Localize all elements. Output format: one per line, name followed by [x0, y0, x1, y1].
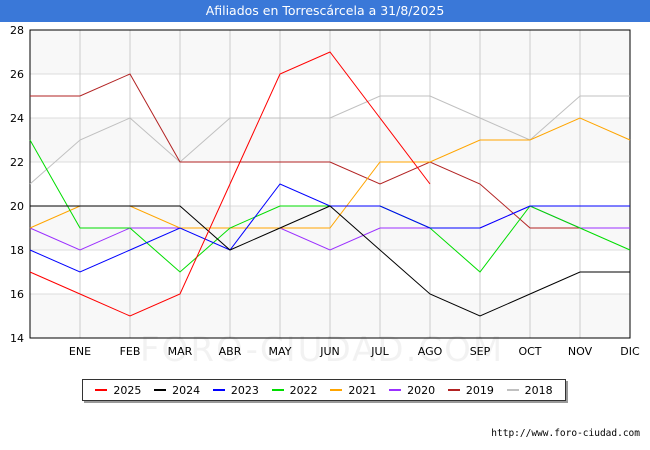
chart-title: Afiliados en Torrescárcela a 31/8/2025	[0, 0, 650, 22]
legend-item-2024: 2024	[154, 384, 200, 397]
footer-url[interactable]: http://www.foro-ciudad.com	[491, 428, 640, 439]
legend-item-2020: 2020	[389, 384, 435, 397]
x-tick-label: ENE	[69, 345, 91, 358]
y-tick-label: 22	[10, 156, 24, 169]
legend-label: 2019	[465, 383, 494, 397]
legend-label: 2023	[230, 383, 259, 397]
legend-label: 2021	[348, 383, 377, 397]
x-tick-label: FEB	[120, 345, 141, 358]
legend-item-2025: 2025	[95, 384, 141, 397]
legend-swatch	[389, 389, 402, 391]
x-tick-label: MAY	[269, 345, 292, 358]
legend-label: 2018	[524, 383, 553, 397]
watermark: FORO-CIUDAD.COM	[140, 330, 505, 370]
legend-item-2022: 2022	[271, 383, 318, 397]
y-tick-label: 28	[10, 24, 24, 37]
y-tick-label: 20	[10, 200, 24, 213]
legend-swatch	[154, 389, 167, 391]
legend-item-2019: 2019	[447, 383, 494, 397]
legend-swatch	[506, 389, 519, 391]
legend-item-2018: 2018	[506, 383, 553, 397]
legend-item-2023: 2023	[212, 383, 259, 397]
y-tick-label: 14	[10, 332, 24, 345]
legend-label: 2022	[289, 383, 318, 397]
legend-item-2021: 2021	[330, 384, 376, 397]
series-line-2024	[30, 205, 630, 317]
series-line-2025	[29, 51, 431, 317]
x-tick-label: SEP	[470, 345, 491, 358]
y-tick-label: 18	[10, 244, 24, 257]
legend-label: 2024	[172, 383, 201, 397]
y-tick-label: 16	[10, 288, 24, 301]
x-tick-label: AGO	[418, 345, 443, 358]
legend-swatch	[271, 389, 284, 391]
legend-swatch	[330, 389, 343, 391]
y-tick-label: 26	[10, 68, 24, 81]
legend-label: 2025	[113, 383, 142, 397]
legend-swatch	[95, 389, 108, 391]
legend: 2025 2024 2023 2022 2021 2020 2019 2018	[82, 379, 566, 401]
x-tick-label: DIC	[620, 345, 640, 358]
x-tick-label: ABR	[219, 345, 242, 358]
y-tick-label: 24	[10, 112, 24, 125]
x-tick-label: MAR	[168, 345, 193, 358]
legend-swatch	[447, 389, 460, 391]
x-tick-label: JUN	[319, 345, 340, 358]
series-line-2019	[30, 73, 630, 229]
x-tick-label: JUL	[370, 345, 389, 358]
legend-label: 2020	[407, 383, 436, 397]
x-tick-label: OCT	[518, 345, 541, 358]
legend-swatch	[212, 389, 225, 391]
x-tick-label: NOV	[568, 345, 593, 358]
